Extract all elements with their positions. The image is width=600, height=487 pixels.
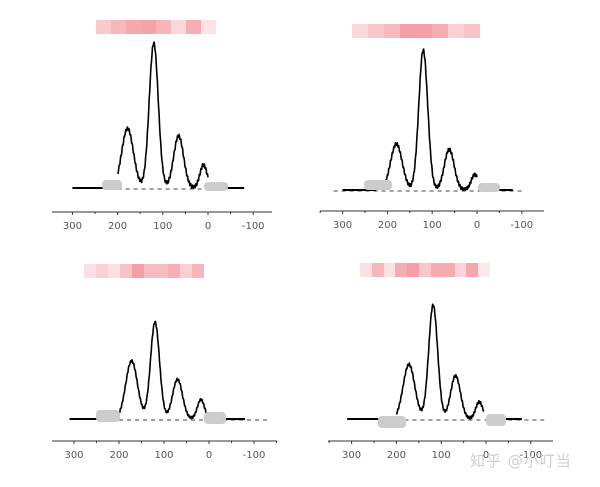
redaction-cell — [84, 264, 96, 278]
redaction-cell — [186, 20, 201, 34]
redaction-patch — [378, 416, 406, 428]
redaction-cell — [395, 263, 408, 277]
x-tick-label: 100 — [153, 221, 172, 232]
redaction-cell — [132, 264, 144, 278]
x-tick-label: 300 — [333, 220, 352, 231]
redaction-cell — [368, 24, 384, 38]
redaction-cell — [464, 24, 480, 38]
redaction-cell — [384, 24, 400, 38]
redaction-cell — [96, 20, 111, 34]
redaction-cell — [108, 264, 120, 278]
redaction-cell — [478, 263, 490, 277]
watermark: 知乎 @小叮当 — [470, 452, 572, 470]
redaction-patch — [204, 412, 226, 424]
redaction-cell — [120, 264, 132, 278]
redaction-patch — [102, 180, 122, 190]
redaction-patch — [204, 182, 228, 191]
redaction-cell — [171, 20, 186, 34]
redaction-cell — [201, 20, 216, 34]
redaction-cell — [419, 263, 431, 277]
redaction-patch — [486, 414, 506, 426]
redaction-cell — [144, 264, 156, 278]
x-tick-label: 200 — [109, 450, 128, 461]
redaction-cell — [352, 24, 368, 38]
x-tick-label: 0 — [474, 220, 480, 231]
x-tick-label: 100 — [432, 450, 451, 461]
redaction-cell — [156, 20, 171, 34]
spectrum-curve — [116, 41, 209, 189]
redaction-cell — [383, 263, 396, 277]
redaction-cell — [192, 264, 204, 278]
spectrum-curve — [395, 303, 485, 420]
redaction-cell — [442, 263, 455, 277]
x-tick-label: -100 — [510, 220, 533, 231]
redaction-patch — [364, 180, 392, 190]
x-tick-label: 100 — [154, 450, 173, 461]
x-tick-label: 200 — [387, 450, 406, 461]
spectrum-panel-4: 300 200 100 0 -100 — [328, 303, 553, 461]
x-tick-label: 0 — [205, 221, 211, 232]
redaction-cell — [407, 263, 420, 277]
redaction-cell — [416, 24, 432, 38]
redaction-cell — [371, 263, 384, 277]
panel-3-title-redacted — [84, 264, 204, 278]
redaction-cell — [126, 20, 141, 34]
x-tick-label: -100 — [519, 450, 542, 461]
redaction-cell — [141, 20, 156, 34]
redaction-cell — [111, 20, 126, 34]
x-tick-label: 200 — [378, 220, 397, 231]
spectrum-panel-3: 300 200 100 0 -100 — [52, 320, 277, 461]
redaction-cell — [432, 24, 448, 38]
x-tick-label: -100 — [242, 221, 265, 232]
redaction-cell — [454, 263, 467, 277]
redaction-cell — [400, 24, 416, 38]
x-tick-label: 300 — [342, 450, 361, 461]
spectrum-curve — [118, 320, 210, 420]
redaction-patch — [478, 183, 500, 192]
spectrum-panel-2: 300 200 100 0 -100 — [319, 48, 544, 231]
spectrum-panel-1: 300 200 100 0 -100 — [52, 41, 272, 232]
panel-4-title-redacted — [360, 263, 490, 277]
x-tick-label: 0 — [483, 450, 489, 461]
x-tick-label: 300 — [64, 450, 83, 461]
x-tick-label: 200 — [108, 221, 127, 232]
redaction-cell — [180, 264, 192, 278]
redaction-cell — [448, 24, 464, 38]
spectrum-curve — [384, 48, 478, 191]
redaction-cell — [466, 263, 479, 277]
panel-2-title-redacted — [352, 24, 480, 38]
x-tick-label: 0 — [206, 450, 212, 461]
redaction-cell — [168, 264, 180, 278]
redaction-cell — [430, 263, 443, 277]
redaction-cell — [156, 264, 168, 278]
redaction-cell — [360, 263, 372, 277]
panel-1-title-redacted — [96, 20, 216, 34]
x-tick-label: -100 — [243, 450, 266, 461]
redaction-cell — [96, 264, 108, 278]
redaction-patch — [96, 410, 120, 422]
x-tick-label: 100 — [423, 220, 442, 231]
x-tick-label: 300 — [63, 221, 82, 232]
